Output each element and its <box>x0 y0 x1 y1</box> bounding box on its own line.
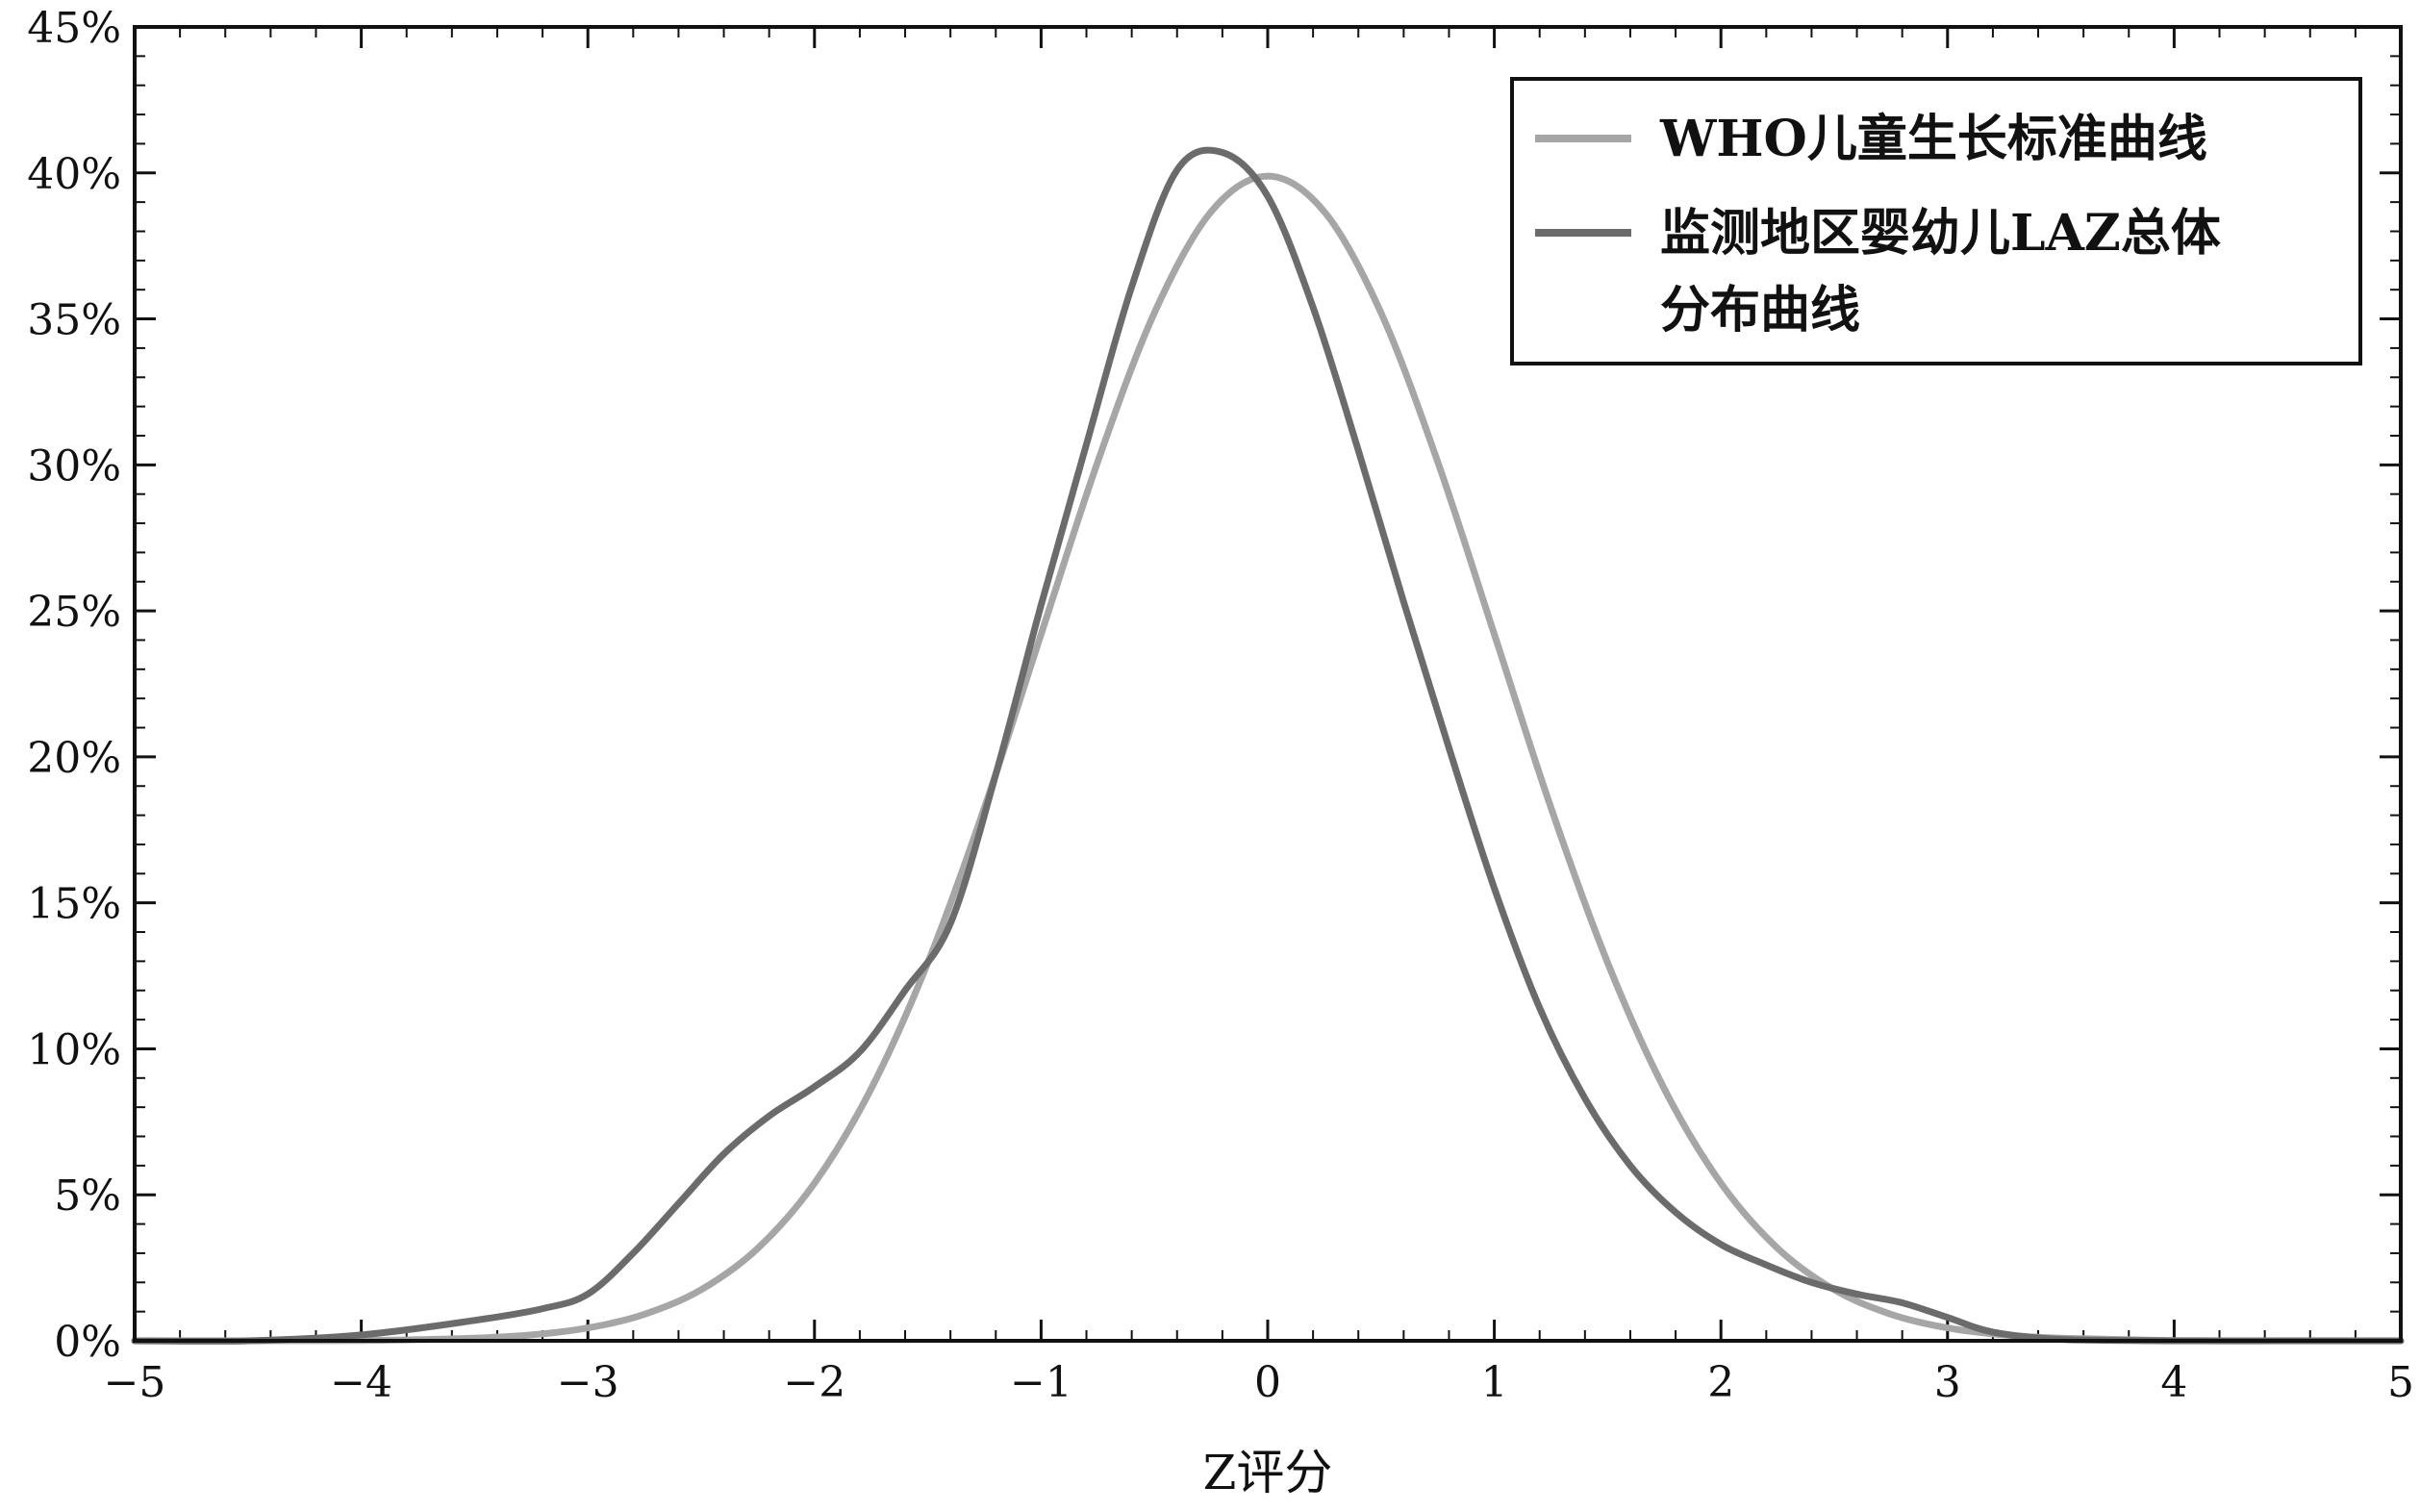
x-tick-label: −3 <box>557 1358 619 1407</box>
y-tick-label: 25% <box>27 588 121 637</box>
x-tick-label: 3 <box>1934 1358 1961 1407</box>
x-tick-label: 4 <box>2160 1358 2187 1407</box>
legend-label-monitor-line2: 分布曲线 <box>1660 281 1860 340</box>
legend-box <box>1510 77 2362 365</box>
series-who-standard-curve <box>131 172 2405 1345</box>
x-tick-label: −5 <box>104 1358 166 1407</box>
legend-label-monitor-line1: 监测地区婴幼儿LAZ总体 <box>1660 204 2221 263</box>
y-tick-label: 30% <box>27 441 121 491</box>
plot-frame <box>133 25 2403 1343</box>
x-tick-label: −1 <box>1010 1358 1072 1407</box>
y-tick-label: 45% <box>27 4 121 53</box>
y-tick-label: 15% <box>27 880 121 929</box>
legend-label-who: WHO儿童生长标准曲线 <box>1659 110 2207 168</box>
x-tick-label: 5 <box>2387 1358 2414 1407</box>
x-tick-label: −2 <box>783 1358 845 1407</box>
x-tick-label: 1 <box>1481 1358 1508 1407</box>
y-tick-label: 5% <box>54 1172 121 1221</box>
x-axis-tick-labels: −5 −4 −3 −2 −1 0 1 2 3 4 5 <box>104 1358 2414 1407</box>
series-monitoring-laz-curve <box>131 146 2405 1345</box>
y-tick-label: 0% <box>54 1318 121 1367</box>
x-tick-label: −4 <box>330 1358 392 1407</box>
y-tick-label: 35% <box>27 296 121 345</box>
x-tick-label: 2 <box>1707 1358 1734 1407</box>
legend: WHO儿童生长标准曲线 监测地区婴幼儿LAZ总体 分布曲线 <box>1510 77 2362 365</box>
data-series <box>131 146 2405 1345</box>
y-tick-label: 10% <box>27 1025 121 1074</box>
x-axis-title: Z评分 <box>1203 1445 1333 1500</box>
y-axis-tick-labels: 0% 5% 10% 15% 20% 25% 30% 35% 40% 45% <box>27 4 121 1367</box>
x-tick-label: 0 <box>1254 1358 1281 1407</box>
y-tick-label: 40% <box>27 150 121 199</box>
y-tick-label: 20% <box>27 734 121 783</box>
